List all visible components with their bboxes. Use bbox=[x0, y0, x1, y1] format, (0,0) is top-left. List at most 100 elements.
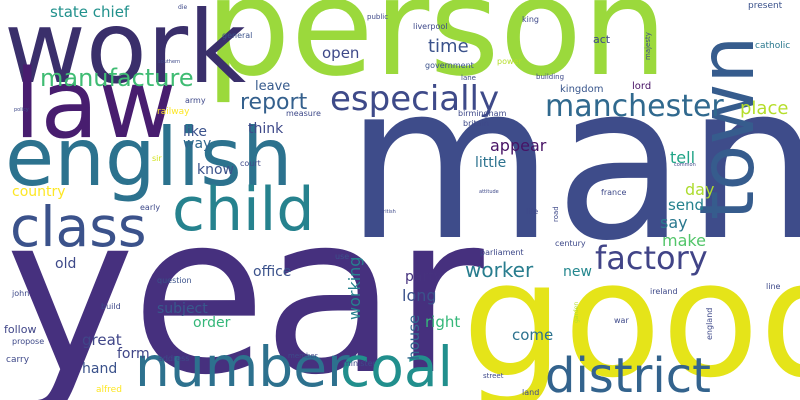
word-kingdom: kingdom bbox=[560, 84, 604, 95]
word-public: public bbox=[367, 13, 389, 21]
word-especially: especially bbox=[330, 79, 500, 119]
word-say: say bbox=[660, 213, 688, 232]
word-sir: sir bbox=[152, 154, 162, 163]
word-state-chief: state chief bbox=[50, 3, 130, 21]
word-child: child bbox=[172, 175, 315, 245]
word-order: order bbox=[193, 315, 231, 331]
word-street: street bbox=[483, 372, 504, 380]
word-party: party bbox=[405, 269, 442, 285]
word-address: address bbox=[158, 354, 190, 363]
word-southern: southern bbox=[158, 59, 181, 65]
word-way: way bbox=[183, 136, 212, 152]
word-early: early bbox=[140, 203, 161, 212]
word-country: country bbox=[12, 184, 66, 200]
word-make: make bbox=[662, 231, 706, 250]
word-leave: leave bbox=[255, 79, 291, 94]
word-ireland: ireland bbox=[650, 287, 678, 296]
word-worker: worker bbox=[465, 258, 534, 282]
word-building: building bbox=[536, 73, 565, 81]
word-british: british bbox=[380, 209, 396, 215]
word-good: good bbox=[462, 226, 800, 400]
word-liverpool: liverpool bbox=[413, 22, 448, 31]
word-garden: garden bbox=[573, 301, 580, 323]
word-build: build bbox=[101, 302, 121, 311]
word-carry: carry bbox=[6, 355, 30, 365]
word-france: france bbox=[601, 188, 627, 197]
word-subject: subject bbox=[157, 301, 208, 317]
word-old: old bbox=[55, 256, 77, 272]
word-birmingham: birmingham bbox=[458, 109, 507, 118]
word-tell: tell bbox=[670, 148, 696, 167]
word-report: report bbox=[240, 90, 308, 115]
word-class: class bbox=[10, 195, 147, 259]
word-use: use bbox=[335, 252, 350, 261]
word-england: england bbox=[705, 307, 714, 340]
word-time: time bbox=[428, 36, 469, 57]
word-office: office bbox=[253, 264, 292, 280]
word-house: house bbox=[405, 314, 423, 360]
word-court: court bbox=[240, 159, 261, 168]
word-number: number bbox=[135, 335, 350, 399]
word-alfred: alfred bbox=[96, 385, 122, 395]
word-majesty: majesty bbox=[644, 32, 652, 60]
word-person: person bbox=[205, 0, 668, 106]
word-law: law bbox=[14, 50, 177, 160]
word-present: present bbox=[748, 1, 783, 11]
word-king: king bbox=[522, 15, 540, 24]
word-lane: lane bbox=[461, 74, 476, 82]
word-man: man bbox=[345, 37, 800, 288]
word-year: year bbox=[5, 167, 484, 400]
word-form: form bbox=[117, 346, 150, 362]
word-minister: minister bbox=[343, 359, 376, 368]
word-great: great bbox=[82, 331, 122, 349]
word-coal: coal bbox=[340, 335, 453, 399]
word-government: government bbox=[425, 61, 474, 70]
word-britain: britain bbox=[463, 119, 489, 128]
word-working: working bbox=[345, 256, 364, 320]
word-life: life bbox=[526, 207, 539, 216]
word-new: new bbox=[563, 264, 592, 280]
word-know: know bbox=[197, 162, 234, 178]
word-policy: policy bbox=[14, 107, 29, 113]
word-line: line bbox=[766, 282, 781, 291]
word-day: day bbox=[685, 180, 715, 199]
word-common: common bbox=[674, 162, 696, 168]
word-send: send bbox=[668, 196, 705, 214]
word-road: road bbox=[552, 206, 560, 222]
word-follow: follow bbox=[4, 323, 37, 336]
word-factory: factory bbox=[595, 239, 708, 277]
word-hand: hand bbox=[82, 361, 118, 377]
word-think: think bbox=[248, 121, 284, 137]
word-appear: appear bbox=[490, 136, 547, 155]
word-work: work bbox=[4, 0, 246, 106]
word-manchester: manchester bbox=[545, 89, 724, 124]
word-question: question bbox=[157, 276, 192, 285]
word-general: general bbox=[222, 31, 253, 40]
word-century: century bbox=[555, 239, 586, 248]
word-manufacture: manufacture bbox=[40, 64, 194, 92]
word-district: district bbox=[545, 348, 711, 400]
word-land: land bbox=[522, 388, 540, 397]
word-propose: propose bbox=[12, 337, 45, 346]
word-attitude: attitude bbox=[479, 189, 499, 195]
word-long: long bbox=[402, 286, 437, 305]
word-war: war bbox=[614, 316, 629, 325]
word-army: army bbox=[185, 96, 206, 105]
word-die: die bbox=[178, 4, 188, 11]
word-little: little bbox=[475, 155, 507, 171]
word-like: like bbox=[183, 124, 208, 140]
word-john: john bbox=[12, 289, 30, 298]
word-open: open bbox=[322, 44, 360, 62]
word-act: act bbox=[593, 33, 611, 46]
word-catholic: catholic bbox=[755, 41, 791, 51]
word-right: right bbox=[425, 313, 461, 331]
word-parliament: parliament bbox=[480, 248, 524, 257]
word-lord: lord bbox=[632, 81, 652, 92]
word-measure: measure bbox=[286, 109, 321, 118]
word-come: come bbox=[512, 326, 554, 344]
word-railway: railway bbox=[157, 107, 190, 117]
word-member: member bbox=[288, 352, 318, 360]
word-place: place bbox=[740, 98, 789, 119]
word-power: power bbox=[497, 57, 522, 66]
